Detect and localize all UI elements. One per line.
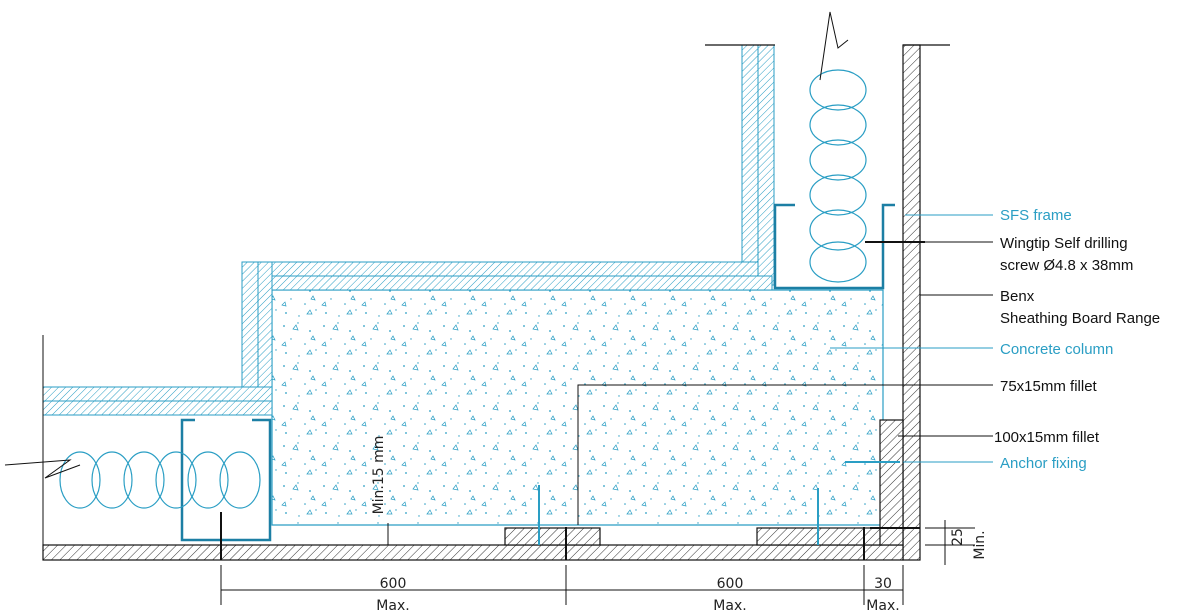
dim-1-value: 600: [380, 576, 407, 592]
sfs-frame-label: SFS frame: [1000, 207, 1072, 224]
dim-3-note: Max.: [866, 598, 899, 614]
wingtip-label-line2: screw Ø4.8 x 38mm: [1000, 257, 1133, 274]
fillet-75-outline: [577, 384, 993, 525]
anchor-fixings: [538, 461, 900, 545]
benx-label-line2: Sheathing Board Range: [1000, 310, 1160, 327]
fillet-100-label: 100x15mm fillet: [994, 429, 1100, 446]
anchor-fixing-label: Anchor fixing: [1000, 455, 1087, 472]
base-slab: [42, 419, 904, 561]
fillet-75-label: 75x15mm fillet: [1000, 378, 1098, 395]
left-sheathing-boards: [42, 386, 273, 416]
concrete-column-label: Concrete column: [1000, 341, 1113, 358]
dim-4-value: 25: [950, 528, 966, 546]
wingtip-label-line1: Wingtip Self drilling: [1000, 235, 1128, 252]
top-sheathing-boards: [241, 261, 773, 388]
dimension-lines: [220, 520, 975, 605]
upper-sheathing-boards: [705, 44, 775, 286]
dim-2-note: Max.: [713, 598, 746, 614]
upper-sfs-frame: [773, 11, 895, 290]
left-sfs-frame: [4, 335, 272, 560]
dim-2-value: 600: [717, 576, 744, 592]
min-15-label: Min.15 mm: [371, 436, 387, 515]
fixings: [220, 241, 925, 560]
dim-3-value: 30: [874, 576, 892, 592]
leader-lines: [830, 214, 993, 463]
right-wall: [902, 44, 950, 561]
benx-label-line1: Benx: [1000, 288, 1035, 305]
dim-1-note: Max.: [376, 598, 409, 614]
dim-4-note: Min.: [972, 530, 988, 559]
